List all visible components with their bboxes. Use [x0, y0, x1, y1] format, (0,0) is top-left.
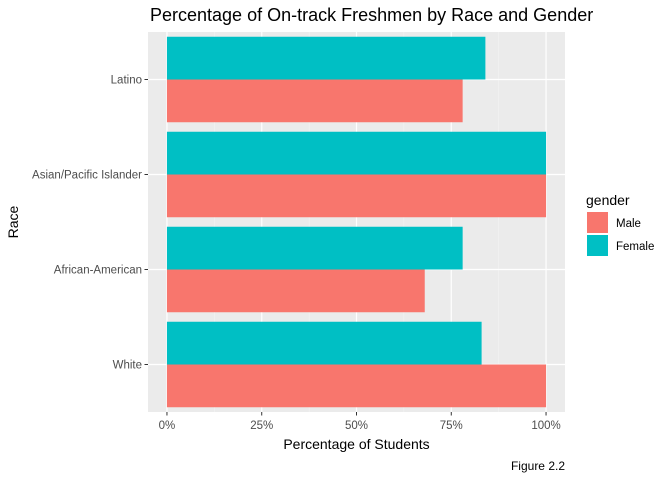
legend: gender Male Female [586, 192, 654, 256]
x-tick-label: 100% [531, 420, 560, 432]
y-tick-label: White [113, 360, 142, 372]
legend-label-male: Male [616, 218, 641, 230]
y-tick-label: Latino [111, 75, 142, 87]
x-tick-label: 75% [440, 420, 463, 432]
bar-female-latino [166, 36, 486, 80]
y-tick-label: Asian/Pacific Islander [32, 170, 142, 182]
legend-items: Male Female [587, 212, 654, 256]
y-tick-label: African-American [54, 265, 142, 277]
bar-male-african-american [166, 269, 425, 313]
y-axis-title: Race [5, 205, 21, 238]
x-axis-title: Percentage of Students [283, 436, 429, 452]
legend-title: gender [586, 192, 630, 208]
x-tick-label: 50% [345, 420, 368, 432]
bar-female-white [166, 321, 482, 365]
legend-label-female: Female [616, 241, 654, 253]
chart-title: Percentage of On-track Freshmen by Race … [150, 5, 593, 25]
bar-female-asian-pacific-islander [166, 131, 547, 175]
axes: 0% 25% 50% 75% 100% White African-American Asia… [32, 75, 561, 433]
x-tick-label: 0% [159, 420, 176, 432]
chart-caption: Figure 2.2 [511, 459, 565, 473]
bar-male-asian-pacific-islander [166, 174, 547, 218]
bar-male-latino [166, 79, 463, 123]
legend-key-female [587, 235, 608, 256]
x-tick-label: 25% [250, 420, 273, 432]
bar-male-white [166, 364, 547, 408]
legend-key-male [587, 212, 608, 233]
bar-female-african-american [166, 226, 463, 270]
bars [166, 36, 547, 408]
